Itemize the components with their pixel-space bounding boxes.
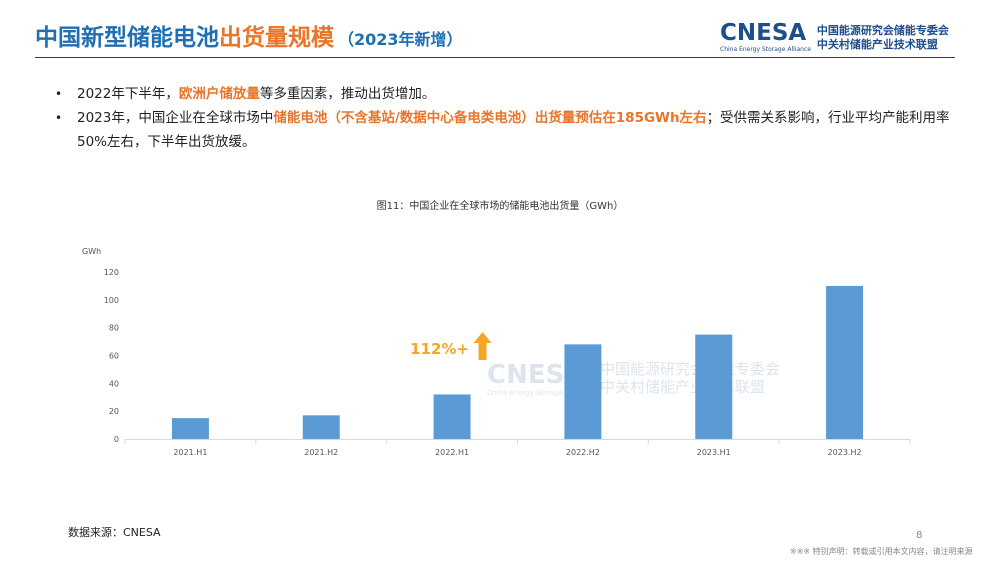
plot-area: GWh 0 20 40 60 80 100 120 2021.H1 2021.H2 2022.H1 2… xyxy=(82,247,911,457)
y-tick-label: 60 xyxy=(109,352,119,361)
y-tick-label: 100 xyxy=(104,296,119,305)
bullet-text-highlight: 欧洲户储放量 xyxy=(178,86,260,102)
bullet-text: 2022年下半年，欧洲户储放量等多重因素，推动出货增加。 xyxy=(77,82,955,106)
y-tick-label: 0 xyxy=(114,435,119,444)
bullet-text-pre: 2022年下半年， xyxy=(77,86,179,102)
logo-word: CNESA xyxy=(720,20,807,46)
title-highlight: 出货量规模 xyxy=(219,25,334,51)
x-tick-label: 2023.H1 xyxy=(697,448,731,457)
title-subtitle: （2023年新增） xyxy=(338,30,463,49)
up-arrow-icon xyxy=(473,332,492,360)
bullet-item: • 2022年下半年，欧洲户储放量等多重因素，推动出货增加。 xyxy=(55,82,955,106)
bullet-item: • 2023年，中国企业在全球市场中储能电池（不含基站/数据中心备电类电池）出货… xyxy=(55,106,955,154)
bar xyxy=(695,334,733,439)
page-title: 中国新型储能电池出货量规模 （2023年新增） xyxy=(35,18,463,52)
bullet-marker: • xyxy=(55,87,63,101)
title-main: 中国新型储能电池 xyxy=(35,25,219,51)
x-tick-label: 2022.H1 xyxy=(435,448,469,457)
watermark-english: China Energy Storage Alliance xyxy=(487,389,593,397)
y-tick-label: 20 xyxy=(109,407,119,416)
bullet-text-pre: 2023年，中国企业在全球市场中 xyxy=(77,110,274,126)
y-tick-label: 80 xyxy=(109,324,119,333)
x-tick-label: 2021.H1 xyxy=(173,448,207,457)
bullet-text-highlight: 储能电池（不含基站/数据中心备电类电池）出货量预估在185GWh左右 xyxy=(273,110,707,126)
header-divider xyxy=(35,57,955,58)
x-tick-label: 2021.H2 xyxy=(304,448,338,457)
y-tick-label: 40 xyxy=(109,379,119,388)
watermark-cn-line1: 中国能源研究会储能专委会 xyxy=(600,360,780,378)
x-tick-label: 2023.H2 xyxy=(828,448,862,457)
bullet-marker: • xyxy=(55,111,63,125)
cnesa-logo: CNESA China Energy Storage Alliance 中国能源… xyxy=(720,20,949,54)
growth-annotation: 112%+ xyxy=(410,340,469,358)
bullet-list: • 2022年下半年，欧洲户储放量等多重因素，推动出货增加。 • 2023年，中… xyxy=(55,82,955,154)
logo-cn-line2: 中关村储能产业技术联盟 xyxy=(816,37,938,51)
bullet-text-post: ；受供需关系影响，行业平均产能利用率50%左右，下半年出货放缓。 xyxy=(77,110,950,150)
x-tick-label: 2022.H2 xyxy=(566,448,600,457)
bar xyxy=(433,394,471,439)
chart-title: 图11：中国企业在全球市场的储能电池出货量（GWh） xyxy=(376,201,624,212)
data-source: 数据来源：CNESA xyxy=(68,526,161,539)
y-tick-label: 120 xyxy=(104,268,119,277)
disclaimer: ※※※ 特别声明：转载或引用本文内容，请注明来源 xyxy=(790,547,973,556)
bullet-text: 2023年，中国企业在全球市场中储能电池（不含基站/数据中心备电类电池）出货量预… xyxy=(77,106,955,154)
logo-cn-line1: 中国能源研究会储能专委会 xyxy=(816,23,949,37)
bar xyxy=(564,344,602,439)
page-number: 8 xyxy=(916,530,923,541)
bullet-text-post: 等多重因素，推动出货增加。 xyxy=(259,86,436,102)
logo-english: China Energy Storage Alliance xyxy=(720,46,811,53)
bar xyxy=(171,418,209,439)
watermark-cn-line2: 中关村储能产业技术联盟 xyxy=(600,378,765,396)
bar xyxy=(826,285,864,439)
y-axis-unit: GWh xyxy=(82,247,101,256)
cnesa-watermark: CNESA China Energy Storage Alliance 中国能源… xyxy=(487,360,780,397)
logo-wordmark: CNESA China Energy Storage Alliance xyxy=(720,20,811,54)
bar xyxy=(302,415,340,439)
logo-chinese: 中国能源研究会储能专委会 中关村储能产业技术联盟 xyxy=(817,24,949,52)
